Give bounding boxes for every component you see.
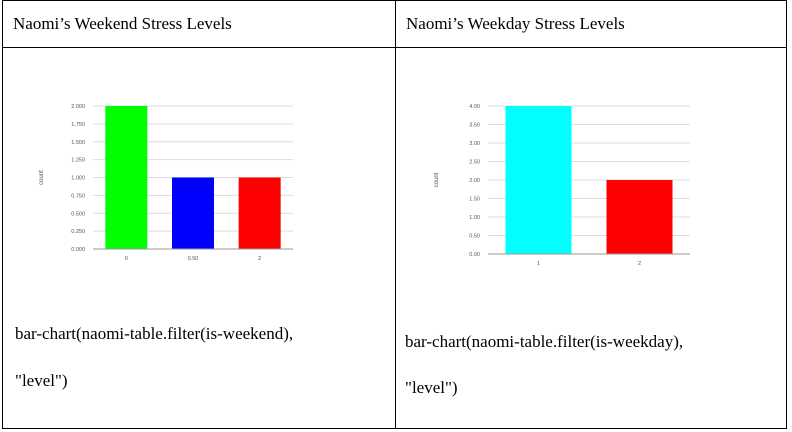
y-axis-label: count bbox=[434, 172, 440, 187]
y-tick-label: 1.000 bbox=[71, 176, 85, 182]
y-tick-label: 1.00 bbox=[469, 215, 480, 221]
y-tick-label: 0.500 bbox=[71, 211, 85, 217]
weekday-bar-chart: 0.00 0.50 1.00 1.50 2.00 2.50 3.00 3.50 4.00 coun… bbox=[434, 104, 690, 267]
y-tick-label: 1.50 bbox=[469, 197, 480, 203]
weekend-title: Naomi’s Weekend Stress Levels bbox=[13, 14, 232, 33]
y-tick-label: 1.500 bbox=[71, 140, 85, 146]
weekend-bar-chart: 0.0000.2500.5000.7501.0001.2501.5001.750… bbox=[39, 104, 293, 262]
y-tick-label: 2.50 bbox=[469, 160, 480, 166]
weekend-code-line-1: bar-chart(naomi-table.filter(is-weekend)… bbox=[15, 324, 294, 343]
y-tick-label: 0.250 bbox=[71, 229, 85, 235]
y-tick-label: 0.00 bbox=[469, 252, 480, 258]
y-tick-label: 2.000 bbox=[71, 104, 85, 110]
y-tick-label: 4.00 bbox=[469, 104, 480, 110]
y-axis-label: count bbox=[39, 170, 45, 185]
bar bbox=[238, 177, 281, 249]
y-tick-label: 1.250 bbox=[71, 158, 85, 164]
x-tick-label: 2 bbox=[258, 256, 261, 262]
y-tick-label: 0.50 bbox=[469, 234, 480, 240]
x-tick-label: 0 bbox=[125, 256, 128, 262]
y-tick-label: 3.50 bbox=[469, 123, 480, 129]
weekend-code-line-2: "level") bbox=[15, 371, 68, 390]
y-tick-label: 0.000 bbox=[71, 247, 85, 253]
y-tick-label: 2.00 bbox=[469, 178, 480, 184]
weekday-code-line-2: "level") bbox=[405, 378, 458, 397]
weekday-title: Naomi’s Weekday Stress Levels bbox=[406, 14, 625, 33]
bar bbox=[172, 177, 214, 249]
x-tick-label: 0.50 bbox=[188, 256, 199, 262]
weekday-code-line-1: bar-chart(naomi-table.filter(is-weekday)… bbox=[405, 332, 684, 351]
bar bbox=[105, 106, 148, 249]
column-divider bbox=[395, 1, 396, 428]
header-divider bbox=[3, 47, 786, 48]
y-tick-label: 0.750 bbox=[71, 193, 85, 199]
y-tick-label: 3.00 bbox=[469, 141, 480, 147]
x-tick-label: 1 bbox=[537, 261, 540, 267]
x-tick-label: 2 bbox=[638, 261, 641, 267]
bar bbox=[606, 180, 673, 254]
bar bbox=[505, 106, 572, 254]
y-tick-label: 1.750 bbox=[71, 122, 85, 128]
